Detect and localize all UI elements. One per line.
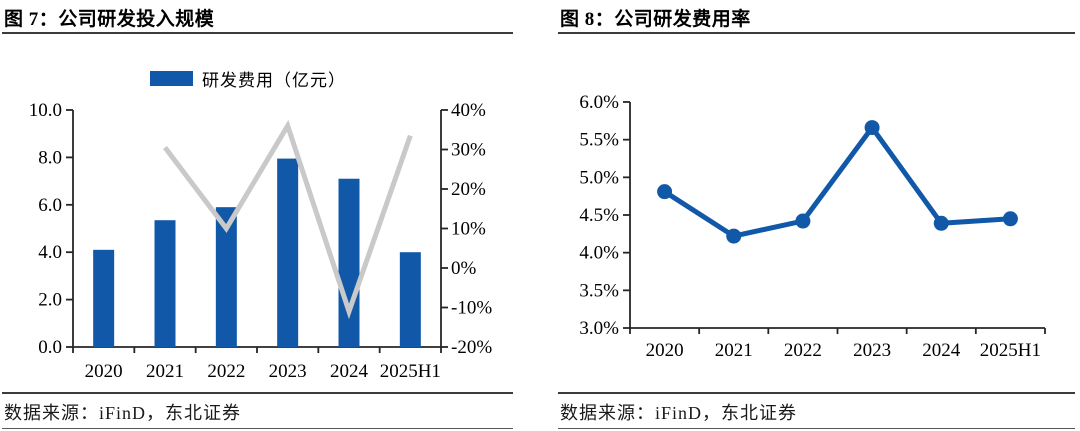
figure8-source-rule bbox=[558, 392, 1075, 394]
figure8-bottom-rule bbox=[558, 428, 1075, 429]
legend-swatch bbox=[150, 71, 193, 86]
figure8-source: 数据来源：iFinD，东北证券 bbox=[560, 403, 798, 423]
figure7-bottom-rule bbox=[2, 428, 513, 429]
point-2020 bbox=[657, 184, 673, 200]
left-axis-tick-label: 10.0 bbox=[29, 100, 62, 121]
rnd-expense-ratio-line bbox=[663, 123, 1011, 239]
bar-2023 bbox=[277, 158, 299, 347]
bar-2021 bbox=[154, 220, 176, 347]
left-axis-tick-label: 5.0% bbox=[579, 167, 619, 188]
x-axis-category-label: 2025H1 bbox=[980, 340, 1041, 361]
yoy-growth-line bbox=[163, 119, 413, 320]
bar-2022 bbox=[215, 207, 237, 347]
right-axis-tick-label: -20% bbox=[451, 337, 492, 358]
left-axis-tick-label: 3.0% bbox=[579, 318, 619, 339]
bar-2024 bbox=[338, 178, 360, 347]
figure7-source: 数据来源：iFinD，东北证券 bbox=[4, 403, 242, 423]
x-axis-category-label: 2020 bbox=[646, 340, 684, 361]
left-axis-tick-label: 6.0% bbox=[579, 92, 619, 113]
left-axis-tick-label: 5.5% bbox=[579, 130, 619, 151]
right-axis-tick-label: 30% bbox=[451, 140, 486, 161]
x-axis-category-label: 2025H1 bbox=[380, 361, 441, 382]
x-axis-category-label: 2023 bbox=[269, 361, 307, 382]
x-axis-category-label: 2024 bbox=[922, 340, 961, 361]
x-axis-category-label: 2022 bbox=[784, 340, 822, 361]
rd-expense-ratio-chart: 3.0% 3.5% 4.0% 4.5% 5.0% 5.5% 6.0% 2020 2021 2022… bbox=[579, 92, 1046, 361]
left-axis-tick-label: 0.0 bbox=[38, 337, 62, 358]
point-2022 bbox=[795, 213, 811, 229]
figure8-title: 图 8：公司研发费用率 bbox=[560, 9, 751, 30]
right-axis-tick-label: 40% bbox=[451, 100, 486, 121]
rd-investment-chart: 0.0 2.0 4.0 6.0 8.0 10.0 -20% -10% 0% 10% 20% 30% 40… bbox=[29, 100, 493, 382]
bar-2025H1 bbox=[399, 252, 421, 347]
left-axis-tick-label: 3.5% bbox=[579, 280, 619, 301]
bar-2020 bbox=[93, 249, 115, 347]
point-2024 bbox=[933, 215, 949, 231]
x-axis-category-label: 2023 bbox=[853, 340, 891, 361]
x-axis-category-label: 2022 bbox=[207, 361, 245, 382]
point-2023 bbox=[864, 120, 880, 136]
x-axis-category-label: 2020 bbox=[85, 361, 123, 382]
point-2025H1 bbox=[1002, 211, 1018, 227]
left-axis-tick-label: 8.0 bbox=[38, 147, 62, 168]
x-axis-category-label: 2024 bbox=[330, 361, 369, 382]
left-axis-tick-label: 4.5% bbox=[579, 205, 619, 226]
figure7-title: 图 7：公司研发投入规模 bbox=[4, 9, 215, 30]
x-axis-category-label: 2021 bbox=[715, 340, 753, 361]
legend-label: 研发费用（亿元） bbox=[202, 71, 346, 90]
right-axis-tick-label: 0% bbox=[451, 258, 477, 279]
x-axis-category-label: 2021 bbox=[146, 361, 184, 382]
left-axis-tick-label: 4.0 bbox=[38, 242, 62, 263]
figure8-title-rule bbox=[558, 32, 1075, 34]
right-axis-tick-label: 20% bbox=[451, 179, 486, 200]
left-axis-tick-label: 4.0% bbox=[579, 243, 619, 264]
figure7-legend: 研发费用（亿元） bbox=[150, 66, 346, 91]
figure7-panel: 图 7：公司研发投入规模 0.0 2.0 4.0 6.0 8.0 10.0 -20% -10%… bbox=[2, 0, 513, 431]
point-2021 bbox=[726, 228, 742, 244]
right-axis-tick-label: 10% bbox=[451, 219, 486, 240]
left-axis-tick-label: 6.0 bbox=[38, 195, 62, 216]
right-axis-tick-label: -10% bbox=[451, 298, 492, 319]
figure7-title-rule bbox=[2, 32, 513, 34]
figure7-source-rule bbox=[2, 392, 513, 394]
figure8-panel: 图 8：公司研发费用率 3.0% 3.5% 4.0% 4.5% 5.0% 5.5% 6.0%… bbox=[558, 0, 1075, 431]
left-axis-tick-label: 2.0 bbox=[38, 290, 62, 311]
